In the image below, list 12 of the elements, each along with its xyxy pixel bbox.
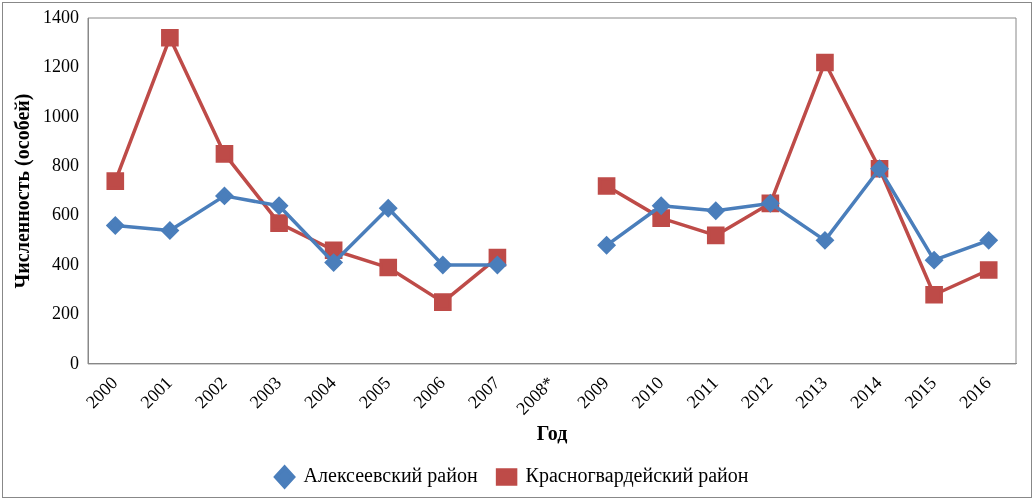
y-tick-label: 1200 — [43, 56, 79, 77]
legend-label: Красногвардейский район — [525, 464, 749, 488]
y-axis-title: Численность (особей) — [11, 93, 35, 289]
y-tick-label: 800 — [52, 154, 79, 175]
y-tick-label: 1400 — [43, 6, 79, 27]
legend-label: Алексеевский район — [303, 464, 478, 488]
y-tick-label: 1000 — [43, 105, 79, 126]
x-axis-title: Год — [536, 422, 568, 445]
y-tick-label: 0 — [70, 352, 79, 373]
y-tick-label: 600 — [52, 204, 79, 225]
y-tick-label: 200 — [52, 303, 79, 324]
y-tick-label: 400 — [52, 253, 79, 274]
